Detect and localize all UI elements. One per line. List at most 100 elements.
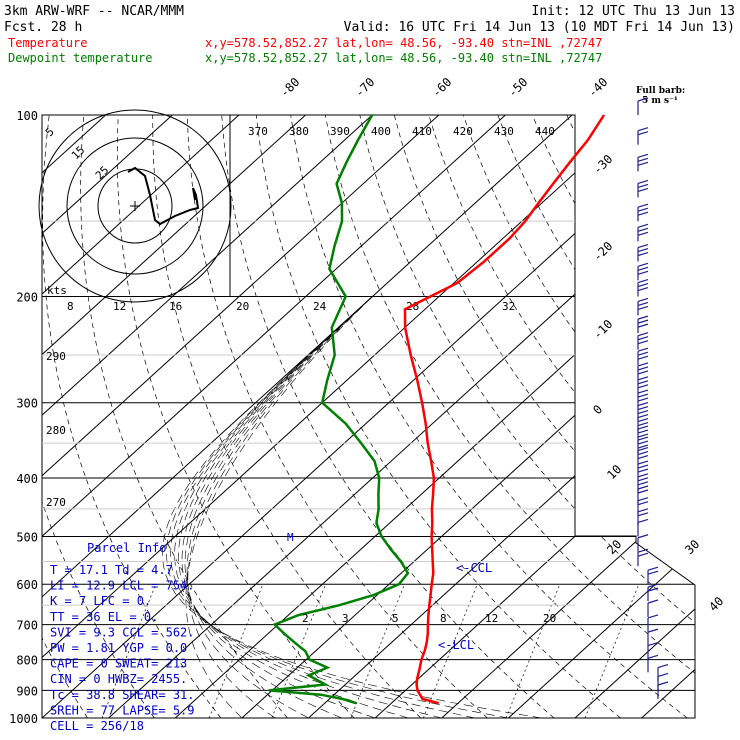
pressure-tick-label: 100 (16, 109, 38, 123)
parcel-info-panel: Parcel Info T = 17.1 Td = 4.7 LI = 12.9 L… (50, 541, 195, 733)
wind-barb-flag (638, 352, 648, 355)
theta-left-label: 280 (46, 424, 66, 437)
isotherm (242, 115, 740, 718)
wind-barb-flag (638, 253, 648, 256)
wind-barb-flag (638, 535, 648, 538)
dry-adiabat (601, 115, 740, 718)
wind-barb (638, 509, 648, 526)
wind-barb-flag (658, 682, 668, 685)
wind-barb (638, 519, 648, 536)
forecast-hour: Fcst. 28 h (4, 20, 82, 35)
dry-adiabat (256, 115, 620, 718)
parcel-info-row: PW = 1.81 YGP = 0.0 (50, 641, 187, 655)
wind-barb-flag (638, 403, 648, 406)
hodograph-speed-tick: 12 (113, 300, 126, 313)
dry-adiabat (463, 115, 740, 718)
parcel-info-row: CELL = 256/18 (50, 719, 144, 733)
wind-barb-flag (638, 184, 648, 187)
dry-adiabat (394, 115, 740, 718)
wind-barb-flag (638, 371, 648, 374)
wind-barb (648, 600, 658, 617)
temperature-tick-label: -10 (590, 317, 615, 342)
moist-adiabat (179, 297, 409, 719)
wind-barb (638, 333, 648, 350)
theta-left-label: 290 (46, 350, 66, 363)
parcel-info-row: T = 17.1 Td = 4.7 (50, 563, 173, 577)
isotherm (375, 115, 740, 718)
parcel-info-title: Parcel Info (87, 541, 166, 555)
wind-barb (638, 316, 648, 333)
dry-adiabat (636, 115, 740, 718)
wind-barb-flag (638, 298, 648, 301)
wind-barb-flag (638, 482, 648, 485)
wind-barb-flag (638, 519, 648, 522)
wind-barb-flag (638, 394, 648, 397)
wind-barb (638, 224, 648, 241)
isotherm (508, 115, 740, 718)
wind-barb-flag (638, 407, 648, 410)
mixing-ratio-label: 8 (440, 612, 447, 625)
init-time: Init: 12 UTC Thu 13 Jun 13 (532, 4, 736, 19)
pressure-tick-label: 400 (16, 472, 38, 486)
pressure-tick-label: 800 (16, 654, 38, 668)
moist-adiabat (167, 297, 509, 719)
wind-barb-flag (638, 434, 648, 437)
wind-barb-flag (638, 469, 648, 472)
wind-barb-flag (638, 180, 648, 183)
pressure-tick-label: 500 (16, 530, 38, 544)
wind-barb-flag (638, 356, 648, 359)
theta-label: 410 (412, 125, 432, 138)
wind-barb-flag (648, 567, 658, 570)
mixing-ratio-line (272, 584, 326, 718)
temperature-tick-label: 0 (590, 402, 605, 417)
wind-barb (638, 298, 648, 315)
wind-barb-flag (638, 337, 648, 340)
wind-barb-flag (638, 411, 648, 414)
wind-barb-flag (648, 615, 658, 618)
wind-barb-flag (638, 333, 648, 336)
wind-barb (638, 180, 648, 197)
wind-barb-flag (638, 154, 648, 157)
wind-barb-flag (638, 267, 648, 270)
wind-barb-flag (638, 509, 648, 512)
pressure-tick-label: 700 (16, 619, 38, 633)
temperature-tick-label: 10 (604, 462, 624, 482)
wind-barb (648, 567, 658, 584)
dry-adiabat (670, 115, 740, 718)
dewpoint-legend: Dewpoint temperature (8, 51, 153, 65)
wind-barb-flag (638, 377, 648, 380)
wind-barb-flag (658, 673, 668, 676)
theta-label: 430 (494, 125, 514, 138)
full-barb-unit: 5 m s⁻¹ (642, 96, 678, 106)
parcel-info-row: TT = 36 EL = 0. (50, 610, 158, 624)
wind-barb-flag (638, 398, 648, 401)
isotherm (642, 115, 740, 718)
wind-barb-flag (638, 162, 648, 165)
wind-barb-flag (638, 430, 648, 433)
theta-label: 420 (453, 125, 473, 138)
wind-barb-flag (638, 341, 648, 344)
hodograph-speed-tick: 16 (169, 300, 182, 313)
wind-barb (638, 280, 648, 297)
wind-barb-flag (638, 367, 648, 370)
pressure-tick-label: 600 (16, 578, 38, 592)
wind-barb (638, 348, 648, 365)
wind-barb-flag (638, 423, 648, 426)
wind-barb-flag (638, 426, 648, 429)
dry-adiabat (498, 115, 740, 718)
mixing-ratio-line (506, 584, 560, 718)
hodograph-speed-tick: 32 (502, 300, 515, 313)
valid-time: Valid: 16 UTC Fri 14 Jun 13 (10 MDT Fri … (344, 20, 735, 35)
wind-barb-flag (638, 212, 648, 215)
wind-barb-flag (638, 498, 648, 501)
dry-adiabat (291, 115, 688, 718)
hodograph-speed-unit: kts (47, 284, 67, 297)
mixing-ratio-label: 2 (302, 612, 309, 625)
wind-barb (648, 655, 658, 672)
wind-barb (638, 498, 648, 515)
pressure-tick-label: 200 (16, 291, 38, 305)
wind-barb-flag (638, 324, 648, 327)
wind-barb-flag (638, 419, 648, 422)
wind-barb-flag (638, 228, 648, 231)
moist-adiabat (187, 297, 372, 719)
